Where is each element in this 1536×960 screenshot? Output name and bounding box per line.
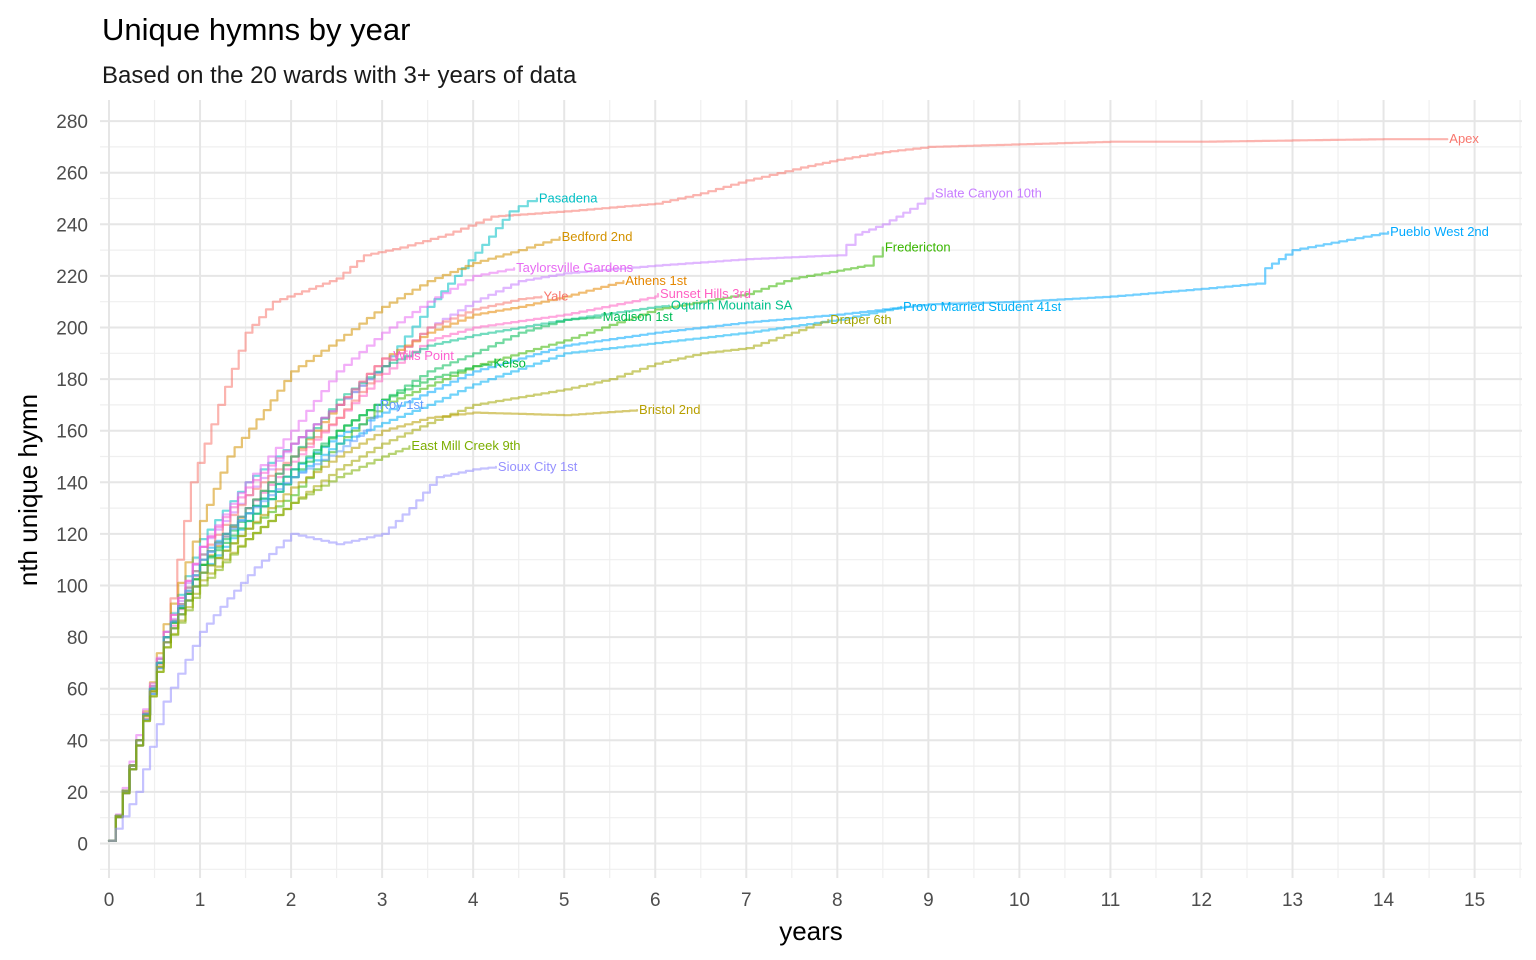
series-line-fredericton	[107, 246, 884, 842]
series-label-bristol-2nd: Bristol 2nd	[639, 402, 700, 417]
series-line-bedford-2nd	[107, 236, 561, 842]
y-tick-label: 160	[56, 422, 88, 443]
series-lines	[107, 138, 1449, 842]
y-tick-label: 260	[56, 164, 88, 185]
y-tick-label: 20	[67, 783, 88, 804]
series-line-bristol-2nd	[107, 409, 639, 842]
series-label-roy-1st: Roy 1st	[380, 397, 424, 412]
series-label-athens-1st: Athens 1st	[625, 273, 687, 288]
x-tick-label: 10	[1009, 890, 1030, 911]
x-axis-ticks: 0 1 2 3 4 5 6 7 8 9 10 11 12 13 14 15	[104, 890, 1485, 911]
x-tick-label: 3	[377, 890, 388, 911]
series-line-kelso	[107, 362, 493, 842]
x-tick-label: 13	[1282, 890, 1303, 911]
series-line-athens-1st	[107, 280, 625, 842]
chart-subtitle: Based on the 20 wards with 3+ years of d…	[102, 62, 577, 89]
y-axis-title: nth unique hymn	[13, 394, 43, 586]
series-label-kelso: Kelso	[493, 356, 526, 371]
series-label-east-mill-creek-9th: East Mill Creek 9th	[411, 438, 520, 453]
series-label-wills-point: Wills Point	[393, 348, 454, 363]
series-label-pasadena: Pasadena	[539, 191, 598, 206]
series-line-slate-canyon-10th	[107, 192, 934, 842]
series-label-oquirrh-mountain-sa: Oquirrh Mountain SA	[671, 298, 793, 313]
series-label-bedford-2nd: Bedford 2nd	[562, 229, 633, 244]
series-line-roy-1st	[107, 403, 379, 842]
series-labels: Apex Pasadena Bedford 2nd Slate Canyon 10th…	[380, 131, 1489, 474]
x-tick-label: 5	[559, 890, 570, 911]
series-label-yale: Yale	[543, 289, 568, 304]
series-line-wills-point	[107, 354, 393, 842]
series-label-sunset-hills-3rd: Sunset Hills 3rd	[660, 286, 751, 301]
x-tick-label: 9	[923, 890, 934, 911]
series-line-apex	[107, 138, 1449, 842]
y-tick-label: 100	[56, 577, 88, 598]
x-tick-label: 4	[468, 890, 479, 911]
series-label-madison-1st: Madison 1st	[603, 309, 673, 324]
x-tick-label: 14	[1373, 890, 1395, 911]
y-tick-label: 220	[56, 267, 88, 288]
x-tick-label: 2	[286, 890, 297, 911]
x-tick-label: 7	[741, 890, 752, 911]
series-label-sioux-city-1st: Sioux City 1st	[498, 459, 578, 474]
y-tick-label: 60	[67, 680, 88, 701]
y-tick-label: 240	[56, 215, 88, 236]
series-label-provo-married-student-41st: Provo Married Student 41st	[903, 299, 1062, 314]
y-tick-label: 280	[56, 112, 88, 133]
y-axis-ticks: 0 20 40 60 80 100 120 140 160 180 200 220 240 260 280	[56, 112, 88, 855]
series-label-apex: Apex	[1449, 131, 1479, 146]
y-tick-label: 180	[56, 370, 88, 391]
y-tick-label: 80	[67, 628, 88, 649]
x-tick-label: 12	[1191, 890, 1212, 911]
x-tick-label: 15	[1464, 890, 1485, 911]
chart-title: Unique hymns by year	[102, 12, 410, 47]
y-tick-label: 0	[77, 835, 88, 856]
series-line-sunset-hills-3rd	[107, 292, 660, 842]
y-tick-label: 200	[56, 319, 88, 340]
series-label-taylorsville-gardens: Taylorsville Gardens	[516, 260, 634, 275]
y-tick-label: 40	[67, 731, 88, 752]
series-label-fredericton: Fredericton	[885, 240, 951, 255]
y-tick-label: 120	[56, 525, 88, 546]
grid	[100, 100, 1522, 878]
x-tick-label: 8	[832, 890, 843, 911]
x-axis-title: years	[779, 916, 843, 946]
series-line-draper-6th	[107, 318, 830, 842]
x-tick-label: 0	[104, 890, 115, 911]
x-tick-label: 1	[195, 890, 206, 911]
series-line-east-mill-creek-9th	[107, 445, 411, 842]
series-line-sioux-city-1st	[107, 465, 497, 842]
series-label-pueblo-west-2nd: Pueblo West 2nd	[1390, 224, 1489, 239]
series-label-draper-6th: Draper 6th	[830, 312, 891, 327]
x-tick-label: 6	[650, 890, 661, 911]
series-label-slate-canyon-10th: Slate Canyon 10th	[935, 185, 1042, 200]
series-line-pueblo-west-2nd	[107, 230, 1390, 842]
y-tick-label: 140	[56, 473, 88, 494]
x-tick-label: 11	[1101, 890, 1121, 911]
